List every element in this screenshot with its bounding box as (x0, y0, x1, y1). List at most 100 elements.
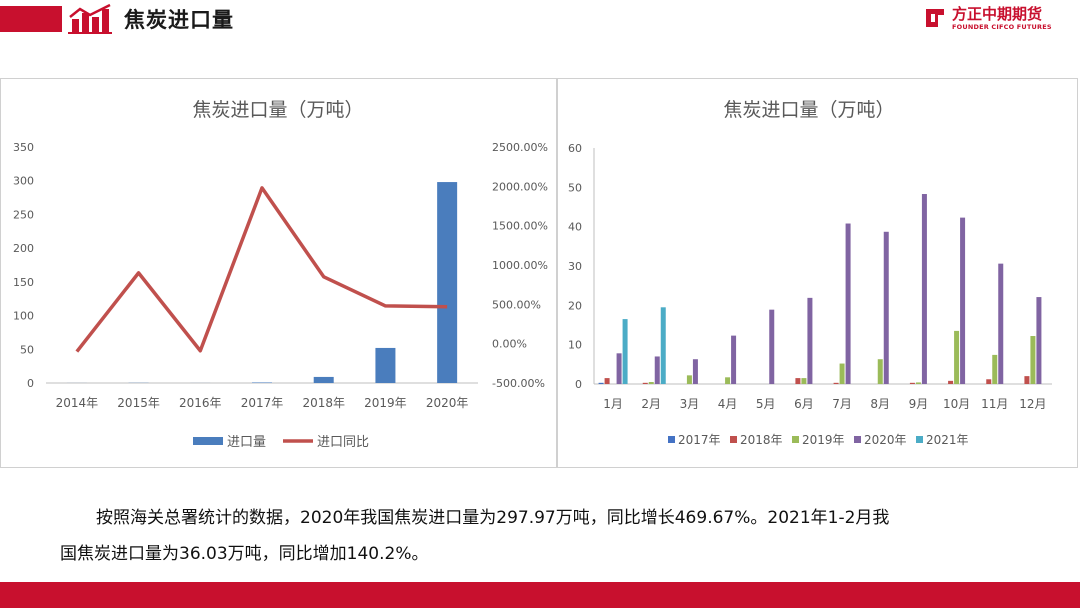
y2-tick-label: 500.00% (492, 298, 541, 311)
import-volume-bar (313, 376, 334, 383)
legend-label-yoy: 进口同比 (317, 435, 369, 450)
y-tick-label: 150 (13, 276, 34, 289)
y-tick-label: 350 (13, 141, 34, 154)
month-bar-2019年 (725, 377, 731, 384)
legend-swatch (730, 436, 737, 443)
x-tick-label: 12月 (1019, 397, 1046, 411)
legend-label: 2020年 (864, 433, 907, 447)
y-tick-label: 40 (568, 221, 582, 234)
y2-tick-label: 1500.00% (492, 220, 548, 233)
month-bar-2020年 (845, 223, 851, 384)
month-bar-2019年 (801, 378, 807, 384)
x-tick-label: 4月 (718, 397, 738, 411)
x-tick-label: 10月 (943, 397, 970, 411)
y2-tick-label: 2500.00% (492, 141, 548, 154)
month-bar-2018年 (986, 379, 992, 384)
month-bar-2020年 (960, 217, 966, 384)
logo-english-name: FOUNDER CIFCO FUTURES (952, 23, 1052, 31)
logo-chinese-name: 方正中期期货 (952, 5, 1043, 23)
month-bar-2019年 (1030, 336, 1036, 384)
month-bar-2020年 (654, 356, 660, 384)
month-bar-2018年 (948, 380, 954, 384)
month-bar-2021年 (622, 319, 628, 384)
legend-label: 2021年 (926, 433, 969, 447)
month-bar-2019年 (877, 359, 883, 384)
legend-label: 2017年 (678, 433, 721, 447)
month-bar-2019年 (992, 354, 998, 384)
import-volume-bar (375, 347, 396, 383)
month-bar-2019年 (839, 363, 845, 384)
month-bar-2020年 (769, 309, 775, 384)
month-bar-2018年 (833, 382, 839, 384)
x-tick-label: 5月 (756, 397, 776, 411)
month-bar-2018年 (795, 378, 801, 384)
yoy-growth-line (75, 186, 448, 353)
month-bar-2018年 (909, 382, 915, 384)
y-tick-label: 30 (568, 260, 582, 273)
y-tick-label: 250 (13, 208, 34, 221)
legend-swatch (668, 436, 675, 443)
x-tick-label: 11月 (981, 397, 1008, 411)
month-bar-2020年 (883, 231, 889, 384)
x-tick-label: 9月 (909, 397, 929, 411)
legend-label: 2018年 (740, 433, 783, 447)
y2-tick-label: -500.00% (492, 377, 545, 390)
month-bar-2018年 (1024, 376, 1030, 384)
legend-swatch-volume (193, 437, 223, 445)
month-bar-2021年 (660, 307, 666, 384)
month-bar-2020年 (692, 359, 698, 384)
month-bar-2020年 (1036, 297, 1042, 384)
x-tick-label: 2020年 (426, 396, 469, 410)
monthly-import-chart-panel: 焦炭进口量（万吨） 60 50 40 30 20 10 0 1月 2月 3月 4月 5月 6月 7月 8月 9月… (557, 78, 1078, 468)
legend-swatch (916, 436, 923, 443)
bar-chart-logo-icon (68, 3, 112, 34)
header-bar: 焦炭进口量 方正中期期货 FOUNDER CIFCO FUTURES (0, 0, 1080, 38)
x-tick-label: 2015年 (117, 396, 160, 410)
chart-title: 焦炭进口量（万吨） (723, 99, 894, 121)
month-bar-2020年 (921, 194, 927, 384)
x-tick-label: 2018年 (302, 396, 345, 410)
y-tick-label: 0 (575, 378, 582, 391)
month-bar-2020年 (807, 297, 813, 384)
month-bar-2019年 (954, 330, 960, 384)
footer-bar (0, 582, 1080, 608)
legend-label: 2019年 (802, 433, 845, 447)
x-tick-label: 7月 (832, 397, 852, 411)
y2-tick-label: 0.00% (492, 338, 527, 351)
annual-import-chart-panel: 焦炭进口量（万吨） 350 300 250 200 150 100 50 0 2500.00% 20… (0, 78, 557, 468)
founder-logo-icon (926, 9, 944, 27)
x-tick-label: 3月 (680, 397, 700, 411)
description-line-1: 按照海关总署统计的数据，2020年我国焦炭进口量为297.97万吨，同比增长46… (96, 508, 890, 528)
month-bar-2019年 (648, 382, 654, 384)
import-volume-bar (437, 182, 458, 383)
description-text: 按照海关总署统计的数据，2020年我国焦炭进口量为297.97万吨，同比增长46… (60, 500, 1030, 572)
month-bar-2018年 (604, 378, 610, 384)
x-tick-label: 2月 (641, 397, 661, 411)
month-bar-2020年 (731, 335, 737, 384)
monthly-import-chart: 焦炭进口量（万吨） 60 50 40 30 20 10 0 1月 2月 3月 4月 5月 6月 7月 8月 9月… (568, 99, 1052, 447)
month-bar-2017年 (598, 382, 604, 384)
x-tick-label: 2017年 (241, 396, 284, 410)
y2-tick-label: 1000.00% (492, 259, 548, 272)
header-accent-block (0, 6, 62, 32)
y-tick-label: 50 (20, 343, 34, 356)
y-tick-label: 20 (568, 299, 582, 312)
x-tick-label: 8月 (870, 397, 890, 411)
import-volume-bar (252, 382, 272, 383)
x-tick-label: 2014年 (56, 396, 99, 410)
description-line-2: 国焦炭进口量为36.03万吨，同比增加140.2%。 (60, 544, 429, 564)
month-bar-2019年 (686, 375, 692, 384)
company-logo: 方正中期期货 FOUNDER CIFCO FUTURES (922, 3, 1072, 35)
y-tick-label: 50 (568, 181, 582, 194)
legend-label-volume: 进口量 (227, 435, 266, 450)
y-tick-label: 60 (568, 142, 582, 155)
y2-tick-label: 2000.00% (492, 180, 548, 193)
chart-title: 焦炭进口量（万吨） (192, 99, 363, 121)
x-tick-label: 2016年 (179, 396, 222, 410)
month-bar-2020年 (998, 263, 1004, 384)
y-tick-label: 0 (27, 377, 34, 390)
x-tick-label: 1月 (603, 397, 623, 411)
annual-import-chart: 焦炭进口量（万吨） 350 300 250 200 150 100 50 0 2500.00% 20… (13, 99, 548, 450)
x-tick-label: 6月 (794, 397, 814, 411)
y-tick-label: 200 (13, 242, 34, 255)
